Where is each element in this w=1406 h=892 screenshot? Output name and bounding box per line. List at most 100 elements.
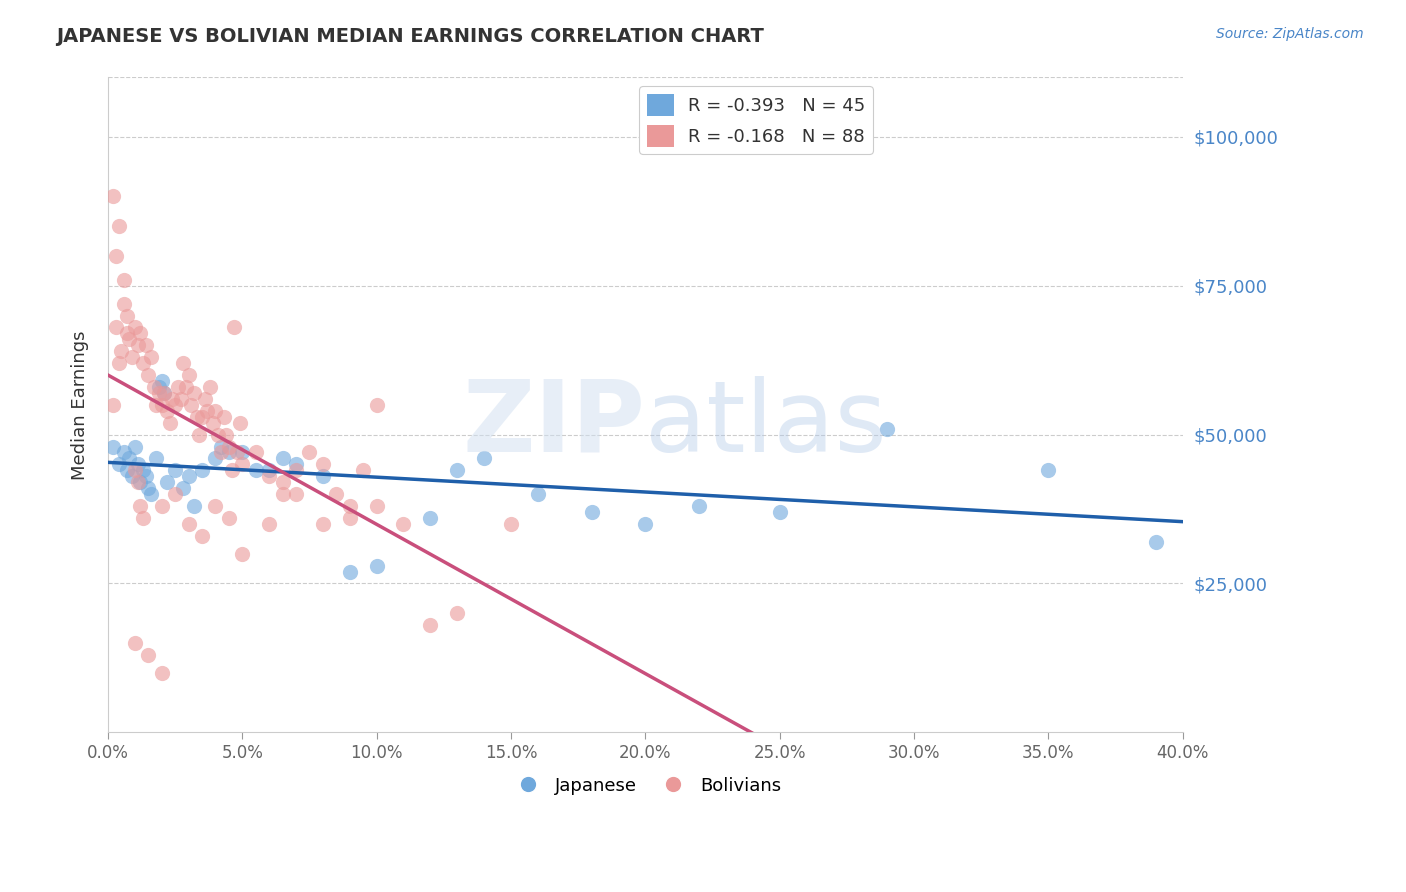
Point — [285, 458, 308, 472]
Point — [209, 445, 232, 459]
Point — [135, 338, 157, 352]
Point — [581, 505, 603, 519]
Point — [127, 458, 149, 472]
Point — [876, 422, 898, 436]
Point — [107, 458, 129, 472]
Point — [153, 386, 176, 401]
Point — [312, 516, 335, 531]
Point — [132, 463, 155, 477]
Point — [298, 445, 321, 459]
Point — [135, 469, 157, 483]
Point — [768, 505, 790, 519]
Text: JAPANESE VS BOLIVIAN MEDIAN EARNINGS CORRELATION CHART: JAPANESE VS BOLIVIAN MEDIAN EARNINGS COR… — [56, 27, 763, 45]
Point — [107, 219, 129, 234]
Point — [150, 374, 173, 388]
Point — [156, 475, 179, 490]
Point — [419, 511, 441, 525]
Point — [165, 398, 187, 412]
Point — [129, 326, 152, 341]
Point — [446, 463, 468, 477]
Point — [312, 458, 335, 472]
Point — [148, 380, 170, 394]
Point — [215, 427, 238, 442]
Point — [339, 565, 361, 579]
Point — [172, 481, 194, 495]
Point — [204, 451, 226, 466]
Point — [159, 416, 181, 430]
Point — [1144, 534, 1167, 549]
Point — [366, 558, 388, 573]
Point — [499, 516, 522, 531]
Point — [153, 386, 176, 401]
Point — [177, 516, 200, 531]
Point — [221, 463, 243, 477]
Point — [172, 356, 194, 370]
Y-axis label: Median Earnings: Median Earnings — [72, 330, 89, 480]
Point — [257, 516, 280, 531]
Point — [366, 499, 388, 513]
Point — [257, 469, 280, 483]
Point — [285, 463, 308, 477]
Point — [209, 440, 232, 454]
Point — [165, 463, 187, 477]
Point — [183, 386, 205, 401]
Point — [148, 386, 170, 401]
Point — [103, 440, 125, 454]
Point — [197, 404, 219, 418]
Text: atlas: atlas — [645, 376, 887, 473]
Point — [132, 356, 155, 370]
Point — [124, 440, 146, 454]
Point — [366, 398, 388, 412]
Point — [245, 463, 267, 477]
Point — [207, 427, 229, 442]
Point — [136, 481, 159, 495]
Point — [218, 440, 240, 454]
Point — [115, 326, 138, 341]
Point — [105, 320, 128, 334]
Point — [127, 338, 149, 352]
Point — [127, 475, 149, 490]
Point — [688, 499, 710, 513]
Point — [271, 451, 294, 466]
Point — [150, 398, 173, 412]
Point — [110, 344, 132, 359]
Point — [124, 636, 146, 650]
Text: Source: ZipAtlas.com: Source: ZipAtlas.com — [1216, 27, 1364, 41]
Point — [204, 404, 226, 418]
Point — [118, 332, 141, 346]
Point — [198, 380, 221, 394]
Point — [115, 309, 138, 323]
Point — [139, 350, 162, 364]
Point — [103, 189, 125, 203]
Point — [204, 499, 226, 513]
Point — [1038, 463, 1060, 477]
Point — [174, 380, 197, 394]
Point — [285, 487, 308, 501]
Point — [112, 445, 135, 459]
Point — [325, 487, 347, 501]
Point — [112, 296, 135, 310]
Point — [446, 606, 468, 620]
Point — [136, 648, 159, 662]
Point — [107, 356, 129, 370]
Point — [136, 368, 159, 382]
Point — [121, 469, 143, 483]
Point — [145, 398, 167, 412]
Point — [191, 463, 214, 477]
Point — [352, 463, 374, 477]
Point — [103, 398, 125, 412]
Point — [201, 416, 224, 430]
Point — [339, 511, 361, 525]
Point — [132, 511, 155, 525]
Point — [191, 409, 214, 424]
Point — [245, 445, 267, 459]
Point — [150, 499, 173, 513]
Point — [212, 409, 235, 424]
Point — [419, 618, 441, 632]
Point — [226, 445, 249, 459]
Point — [177, 368, 200, 382]
Point — [145, 451, 167, 466]
Text: ZIP: ZIP — [463, 376, 645, 473]
Point — [156, 404, 179, 418]
Point — [392, 516, 415, 531]
